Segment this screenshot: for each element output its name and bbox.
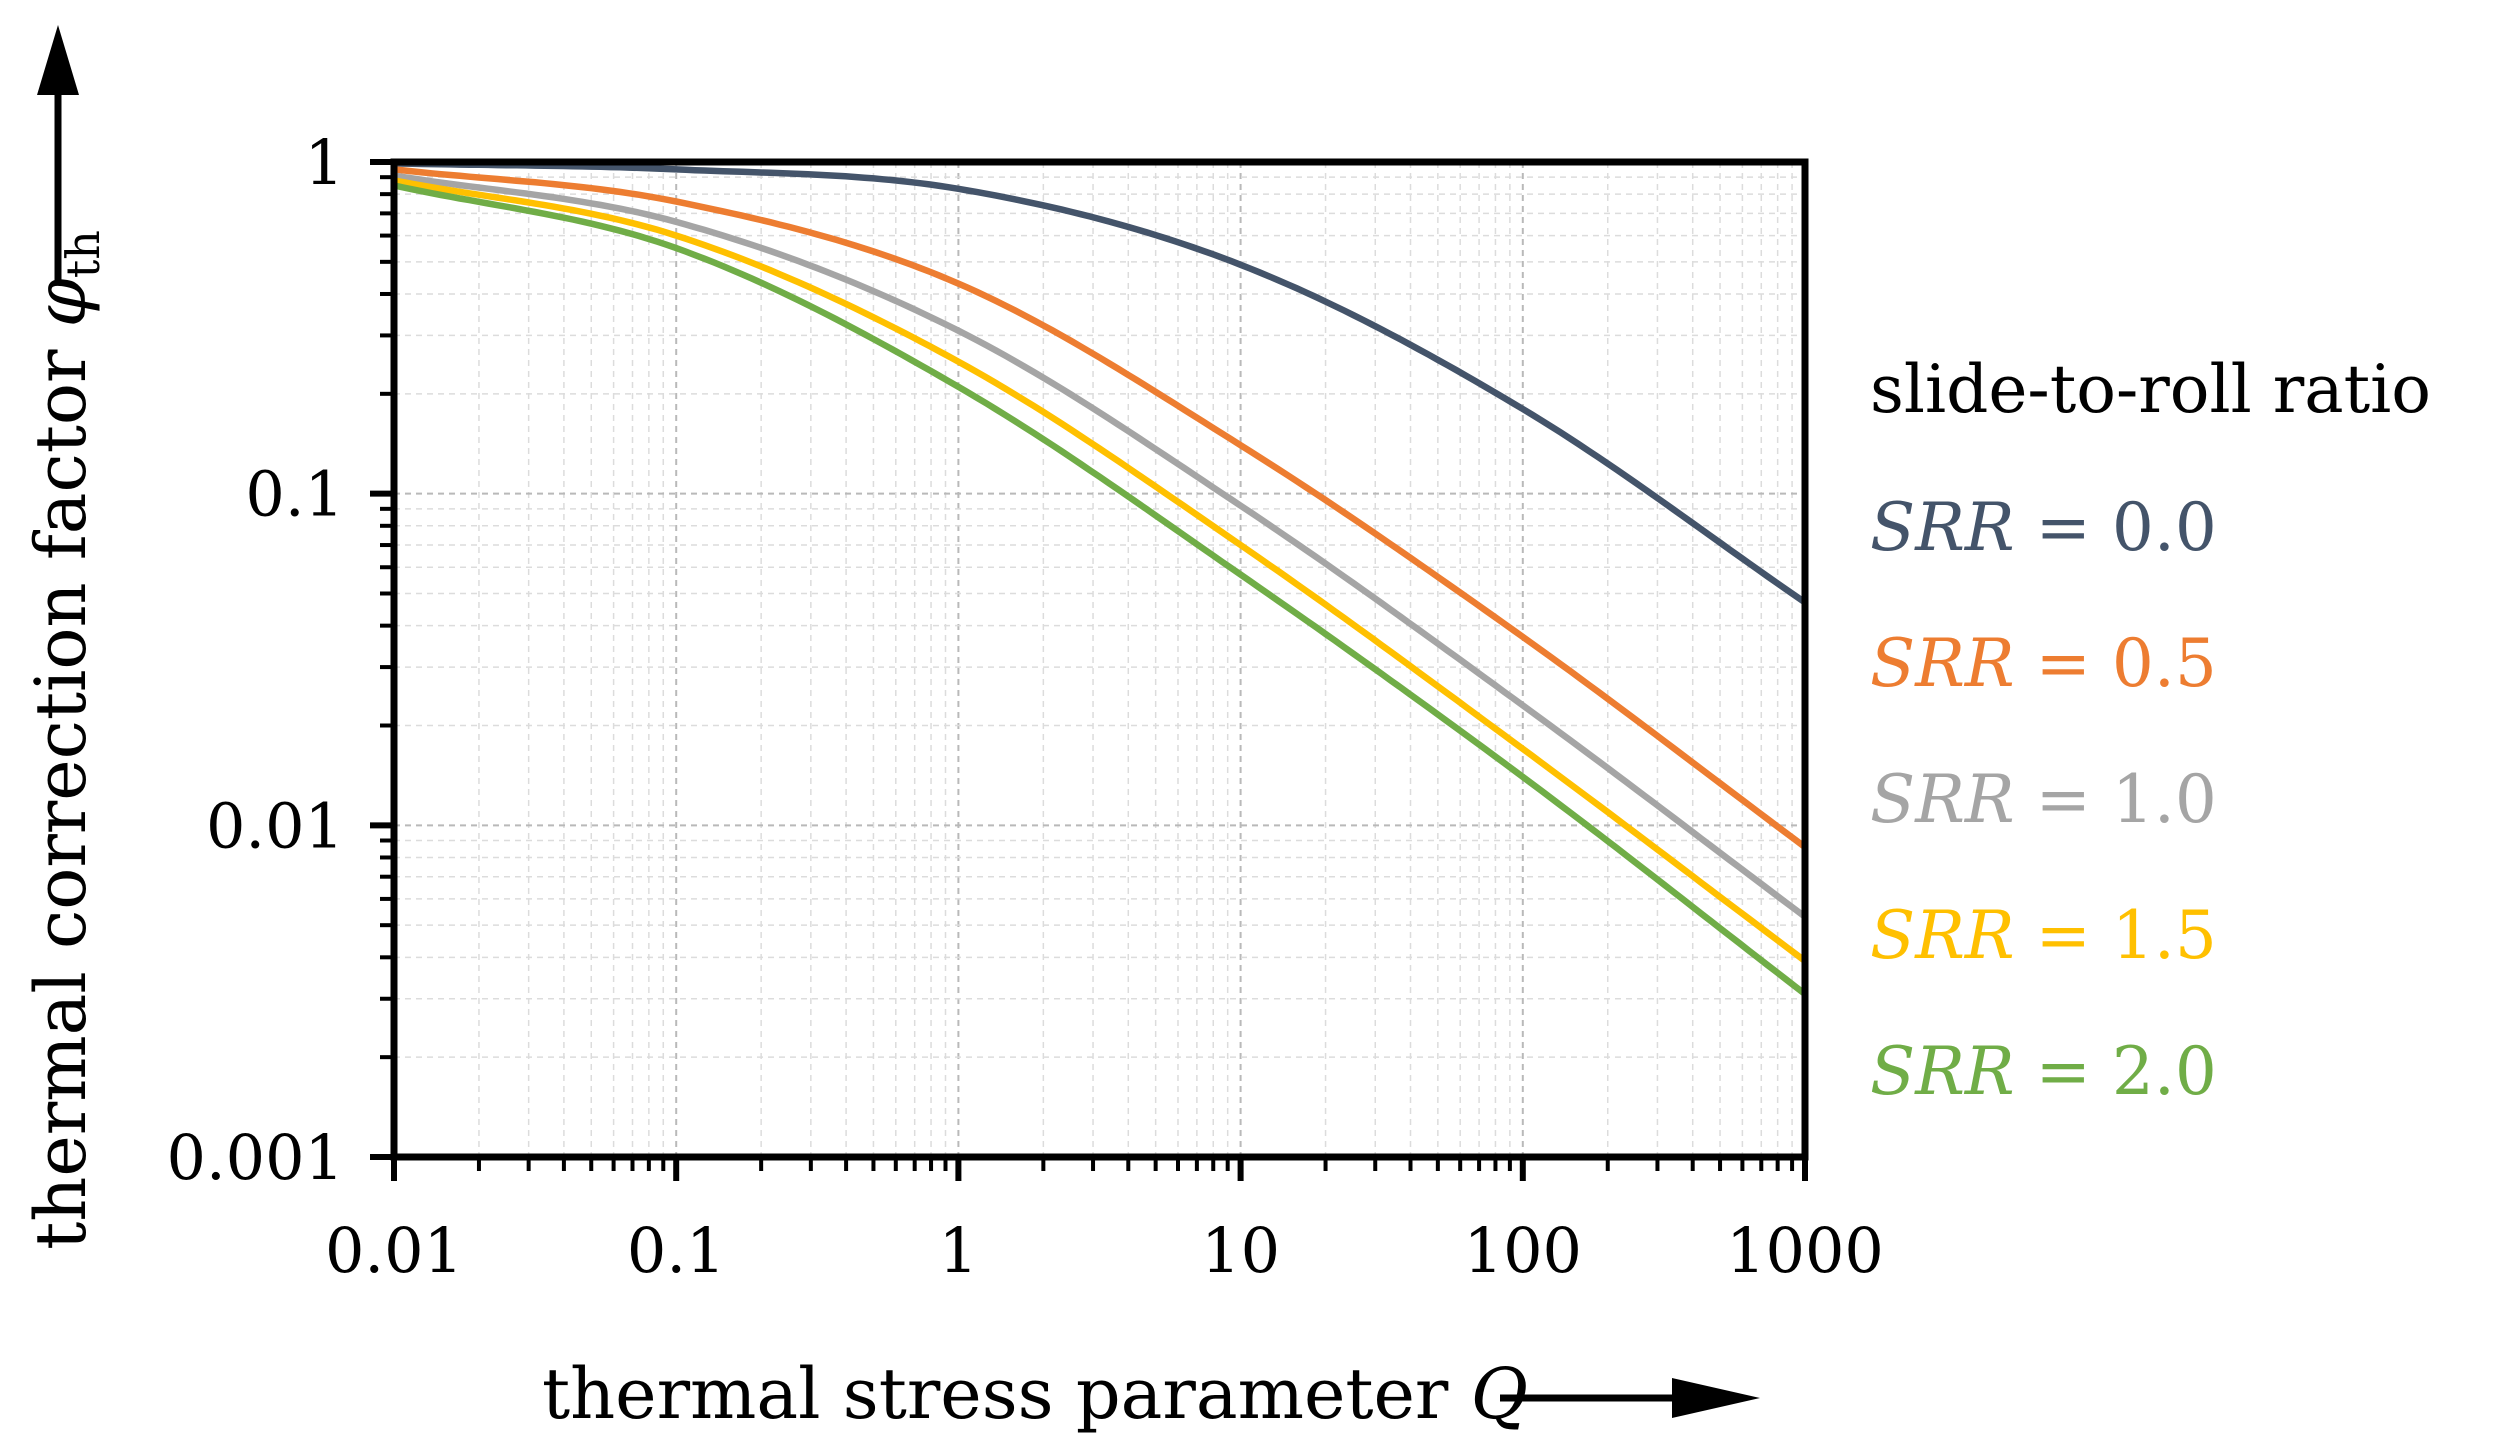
legend-symbol: SRR	[1870, 897, 2015, 974]
y-tick-label: 0.001	[167, 1121, 345, 1194]
x-tick-label: 0.1	[627, 1214, 726, 1287]
y-axis-symbol: φ	[20, 278, 102, 327]
y-axis-arrow	[37, 25, 79, 280]
y-tick-label: 0.01	[206, 789, 344, 862]
x-axis-title: thermal stress parameter Q	[542, 1353, 1528, 1435]
legend-entry-0: SRR = 0.0	[1870, 489, 2217, 566]
legend-value: = 2.0	[2015, 1033, 2217, 1110]
legend-entry-3: SRR = 1.5	[1870, 897, 2217, 974]
legend-symbol: SRR	[1870, 761, 2015, 838]
legend-entry-4: SRR = 2.0	[1870, 1033, 2217, 1110]
x-axis-title-text: thermal stress parameter	[542, 1353, 1449, 1435]
x-axis-symbol: Q	[1471, 1353, 1528, 1435]
y-tick-label: 1	[305, 126, 344, 199]
series-lines	[390, 160, 1809, 998]
legend-title: slide-to-roll ratio	[1870, 351, 2431, 428]
legend-symbol: SRR	[1870, 1033, 2015, 1110]
y-axis-title-text: thermal correction factor	[20, 349, 102, 1250]
legend-entry-2: SRR = 1.0	[1870, 761, 2217, 838]
axis-ticks	[370, 159, 1808, 1181]
series-line-0	[390, 160, 1809, 606]
x-tick-label: 10	[1201, 1214, 1280, 1287]
x-tick-label: 0.01	[325, 1214, 463, 1287]
legend-symbol: SRR	[1870, 489, 2015, 566]
y-tick-label: 0.1	[245, 458, 344, 531]
x-tick-label: 1000	[1726, 1214, 1884, 1287]
y-axis-title: thermal correction factor φth	[20, 230, 110, 1250]
x-axis-arrow	[1500, 1378, 1760, 1418]
legend-value: = 1.0	[2015, 761, 2217, 838]
grid	[394, 162, 1805, 1157]
axis-arrows	[37, 25, 1760, 1418]
x-tick-label: 100	[1464, 1214, 1582, 1287]
series-line-2	[390, 172, 1809, 921]
plot-frame	[390, 158, 1809, 1161]
legend-value: = 0.0	[2015, 489, 2217, 566]
y-axis-subscript: th	[56, 230, 110, 278]
legend-entry-1: SRR = 0.5	[1870, 625, 2217, 702]
legend-value: = 0.5	[2015, 625, 2217, 702]
tick-labels: 0.01 0.1 1 10 100 1000 1 0.1 0.01 0.001	[167, 126, 1884, 1287]
x-tick-label: 1	[939, 1214, 978, 1287]
series-line-3	[390, 177, 1809, 965]
series-line-4	[390, 182, 1809, 998]
legend-symbol: SRR	[1870, 625, 2015, 702]
legend-value: = 1.5	[2015, 897, 2217, 974]
series-line-1	[390, 166, 1809, 851]
